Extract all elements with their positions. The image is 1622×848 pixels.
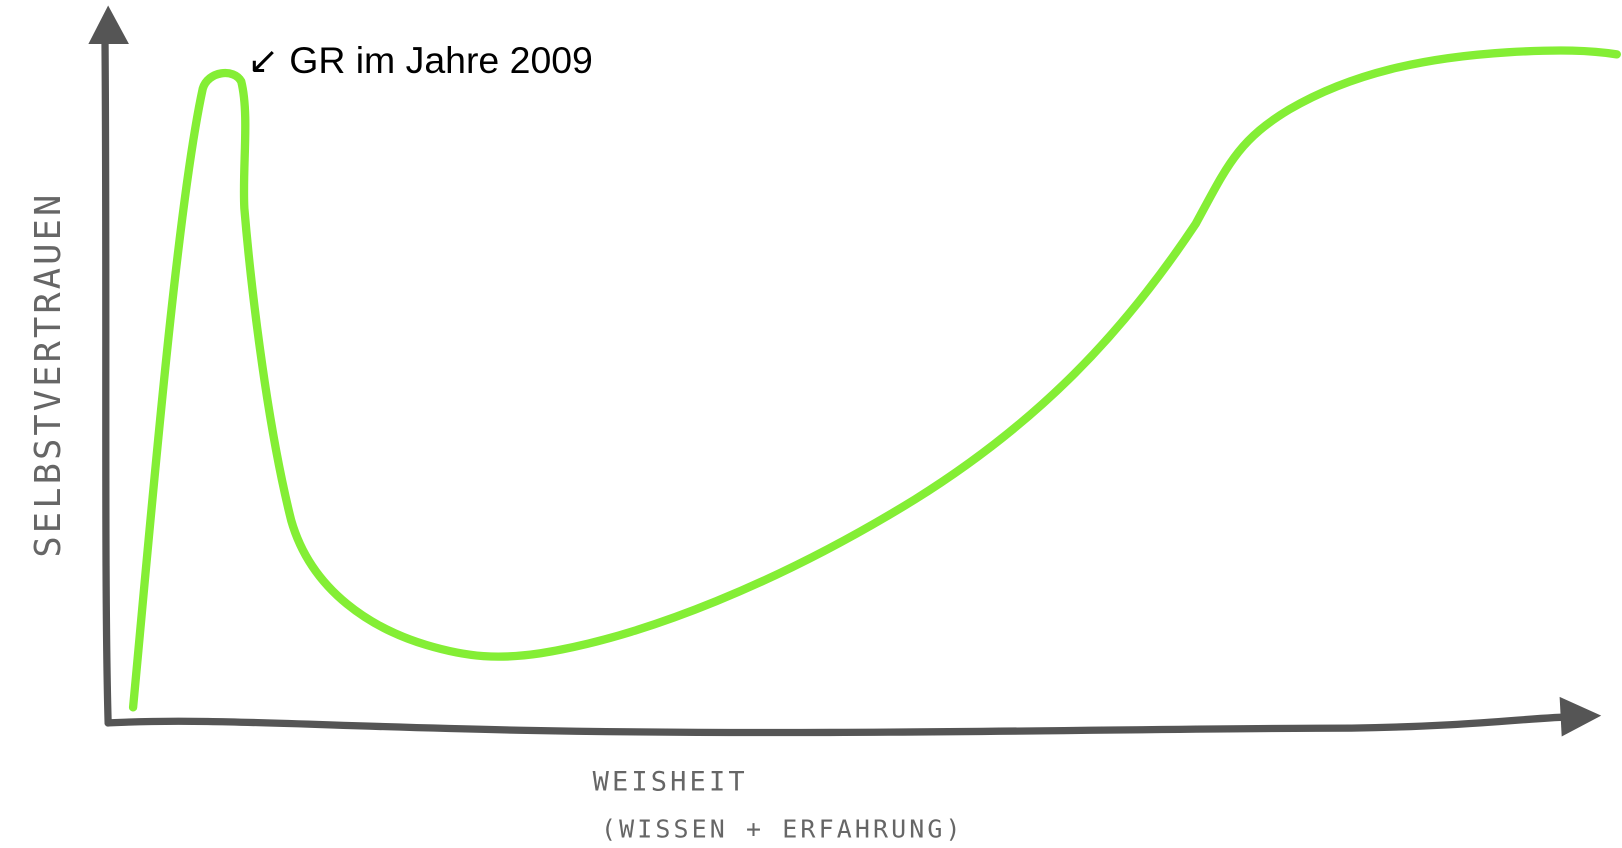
- y-axis-label: SELBSTVERTRAUEN: [28, 192, 69, 558]
- confidence-curve: [128, 46, 1621, 712]
- x-axis: [104, 713, 1579, 737]
- x-axis-arrowhead: [1559, 696, 1602, 737]
- x-axis-label: WEISHEIT: [593, 767, 748, 798]
- x-axis-sublabel: (WISSEN + ERFAHRUNG): [601, 814, 964, 843]
- annotation: ↙ GR im Jahre 2009: [247, 39, 592, 81]
- y-axis-arrowhead: [88, 5, 129, 44]
- y-axis: [101, 38, 112, 727]
